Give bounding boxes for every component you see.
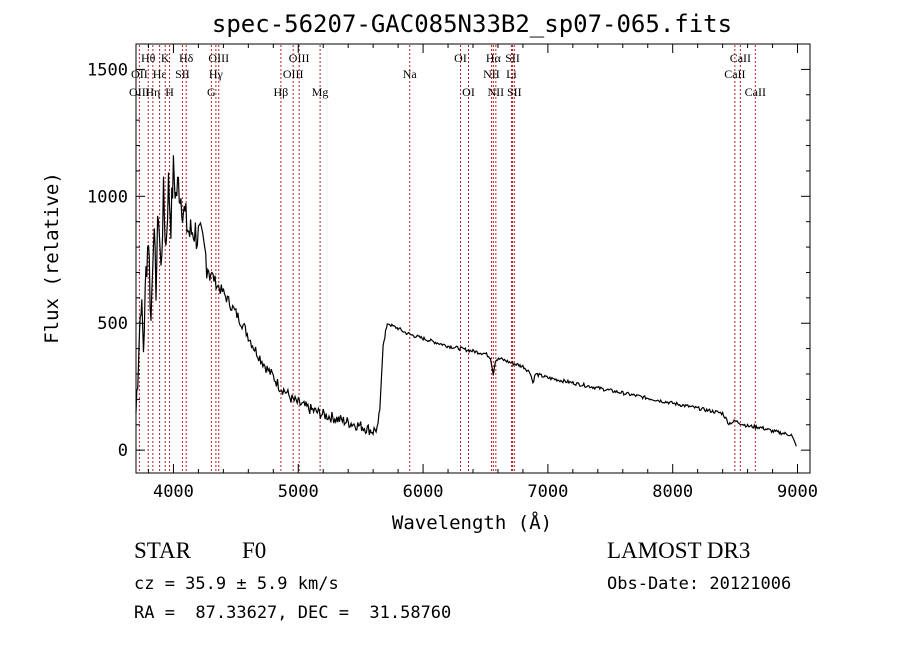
- spectral-line-label: G: [207, 85, 216, 99]
- y-axis-ticks: 0 500 1000 1500: [87, 60, 810, 461]
- spectral-line-label: OI: [462, 85, 475, 99]
- spectral-line-label: Hα: [486, 51, 502, 65]
- spectral-line-label: SII: [507, 85, 522, 99]
- spectral-line-label: NII: [483, 67, 500, 81]
- spectral-line-markers: [138, 45, 756, 472]
- y-tick-label: 1500: [87, 60, 128, 80]
- object-class: STAR: [134, 538, 191, 563]
- spectral-line-label: Hθ: [141, 51, 156, 65]
- y-tick-label: 0: [118, 441, 128, 461]
- spectral-line-label: Hη: [145, 85, 160, 99]
- x-axis-ticks: 4000 5000 6000 7000 8000 9000: [147, 44, 818, 502]
- spectral-line-label: SII: [505, 51, 520, 65]
- spectral-line-label: OII: [131, 67, 148, 81]
- spectral-line-label: Hγ: [209, 67, 224, 81]
- coordinates: RA = 87.33627, DEC = 31.58760: [134, 603, 452, 623]
- x-tick-label: 6000: [403, 482, 444, 502]
- spectral-line-label: H: [165, 85, 174, 99]
- spectral-line-label: Hβ: [274, 85, 289, 99]
- y-tick-label: 1000: [87, 187, 128, 207]
- x-tick-label: 4000: [153, 482, 194, 502]
- spectral-line-label: Na: [403, 67, 418, 81]
- spectral-line-label: CaII: [724, 67, 745, 81]
- chart-title: spec-56207-GAC085N33B2_sp07-065.fits: [212, 10, 732, 38]
- y-axis-label: Flux (relative): [41, 172, 63, 344]
- x-tick-label: 7000: [527, 482, 568, 502]
- x-axis-label: Wavelength (Å): [392, 511, 552, 534]
- survey-name: LAMOST DR3: [607, 538, 751, 563]
- spectral-line-label: K: [161, 51, 170, 65]
- spectral-line-label: SII: [175, 67, 190, 81]
- x-tick-label: 9000: [777, 482, 818, 502]
- spectral-line-label: Hδ: [179, 51, 194, 65]
- spectral-line-label: OIII: [289, 51, 310, 65]
- spectral-line-label: Mg: [312, 85, 329, 99]
- obs-date: Obs-Date: 20121006: [607, 574, 792, 594]
- spectral-line-label: Hε: [153, 67, 167, 81]
- spectral-line-label: CaII: [745, 85, 766, 99]
- spectral-line-label: Li: [506, 67, 517, 81]
- spectral-line-label: CaII: [730, 51, 751, 65]
- spectral-line-label: OI: [454, 51, 467, 65]
- spectral-line-label: OIII: [208, 51, 229, 65]
- x-tick-label: 5000: [278, 482, 319, 502]
- spectral-line-label: OIII: [129, 85, 150, 99]
- redshift-cz: cz = 35.9 ± 5.9 km/s: [134, 574, 339, 594]
- object-subclass: F0: [242, 538, 267, 563]
- spectral-line-label: NII: [488, 85, 505, 99]
- spectrum-line: [135, 155, 797, 447]
- x-tick-label: 8000: [652, 482, 693, 502]
- plot-frame: [135, 43, 811, 474]
- y-tick-label: 500: [97, 314, 128, 334]
- spectral-line-label: OIII: [283, 67, 304, 81]
